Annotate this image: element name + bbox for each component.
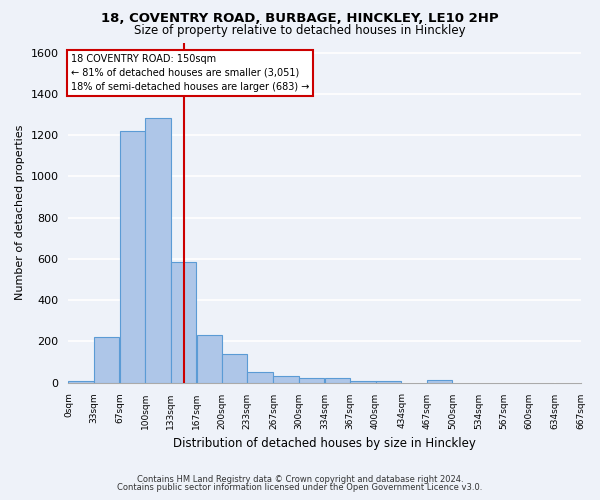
Bar [350, 380, 376, 382]
Bar [274, 376, 299, 382]
Bar [170, 262, 196, 382]
Bar [68, 380, 94, 382]
Text: 18 COVENTRY ROAD: 150sqm
← 81% of detached houses are smaller (3,051)
18% of sem: 18 COVENTRY ROAD: 150sqm ← 81% of detach… [71, 54, 309, 92]
Text: 18, COVENTRY ROAD, BURBAGE, HINCKLEY, LE10 2HP: 18, COVENTRY ROAD, BURBAGE, HINCKLEY, LE… [101, 12, 499, 26]
Bar [197, 335, 222, 382]
Bar [94, 337, 119, 382]
Bar [325, 378, 350, 382]
Text: Size of property relative to detached houses in Hinckley: Size of property relative to detached ho… [134, 24, 466, 37]
Text: Contains HM Land Registry data © Crown copyright and database right 2024.: Contains HM Land Registry data © Crown c… [137, 475, 463, 484]
Y-axis label: Number of detached properties: Number of detached properties [15, 125, 25, 300]
Text: Contains public sector information licensed under the Open Government Licence v3: Contains public sector information licen… [118, 484, 482, 492]
Bar [376, 380, 401, 382]
Bar [222, 354, 247, 382]
Bar [427, 380, 452, 382]
Bar [299, 378, 324, 382]
Bar [145, 118, 170, 382]
Bar [120, 130, 145, 382]
Bar [247, 372, 272, 382]
X-axis label: Distribution of detached houses by size in Hinckley: Distribution of detached houses by size … [173, 437, 476, 450]
